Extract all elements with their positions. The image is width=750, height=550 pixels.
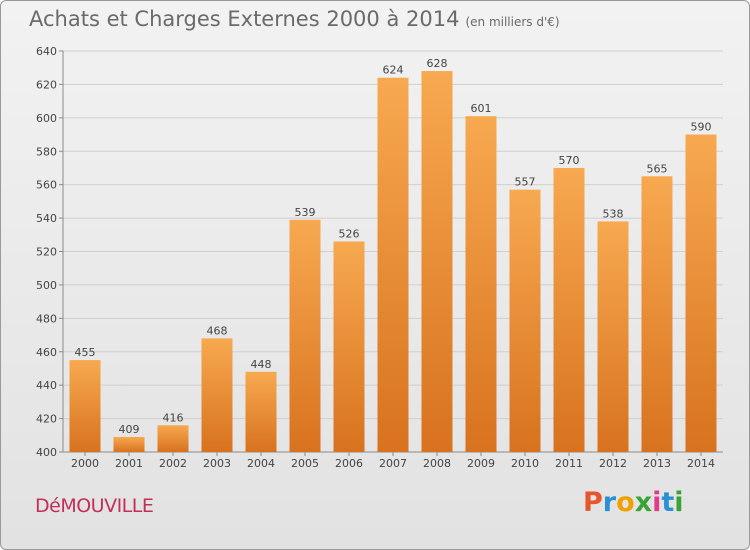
bar-value-label: 409 (119, 423, 140, 436)
bar-value-label: 538 (603, 207, 624, 220)
chart-subtitle: (en milliers d'€) (465, 15, 560, 29)
y-tick-label: 460 (36, 346, 57, 359)
bar-value-label: 539 (295, 206, 316, 219)
bar-value-label: 601 (471, 102, 492, 115)
bar (289, 219, 321, 452)
logo-letter: i (674, 487, 684, 518)
y-tick-label: 500 (36, 279, 57, 292)
bar-value-label: 624 (383, 64, 404, 77)
bar (465, 116, 497, 452)
bar (69, 360, 101, 452)
y-tick-label: 600 (36, 112, 57, 125)
logo-letter: r (602, 487, 617, 518)
y-tick-label: 580 (36, 145, 57, 158)
bar (553, 167, 585, 453)
bar (685, 134, 717, 452)
bar-value-label: 416 (163, 411, 184, 424)
bar (377, 77, 409, 452)
y-tick-label: 620 (36, 78, 57, 91)
x-tick-label: 2003 (203, 457, 231, 470)
chart-title: Achats et Charges Externes 2000 à 2014 (e… (29, 7, 560, 31)
x-tick-label: 2004 (247, 457, 275, 470)
commune-name: DéMOUVILLE (35, 495, 154, 517)
y-tick-label: 640 (36, 45, 57, 58)
logo-letter: i (652, 487, 662, 518)
logo-letter: o (616, 487, 635, 518)
bar-value-label: 448 (251, 358, 272, 371)
bar-value-label: 570 (559, 154, 580, 167)
bar-value-label: 628 (427, 57, 448, 70)
x-tick-label: 2005 (291, 457, 319, 470)
bar (421, 71, 453, 453)
y-tick-label: 420 (36, 413, 57, 426)
y-tick-label: 440 (36, 379, 57, 392)
bar (157, 425, 189, 452)
y-tick-label: 480 (36, 312, 57, 325)
bar (245, 371, 277, 452)
x-tick-label: 2013 (643, 457, 671, 470)
proxiti-logo: Proxiti (583, 487, 684, 518)
logo-letter: x (634, 487, 653, 518)
y-tick-label: 400 (36, 446, 57, 459)
y-tick-label: 520 (36, 246, 57, 259)
x-tick-label: 2006 (335, 457, 363, 470)
x-tick-label: 2014 (687, 457, 715, 470)
bar (333, 241, 365, 452)
x-tick-label: 2002 (159, 457, 187, 470)
bar (509, 189, 541, 452)
bar-value-label: 590 (691, 121, 712, 134)
x-tick-label: 2000 (71, 457, 99, 470)
x-tick-label: 2001 (115, 457, 143, 470)
chart-title-text: Achats et Charges Externes 2000 à 2014 (29, 7, 460, 31)
x-tick-label: 2011 (555, 457, 583, 470)
y-tick-label: 540 (36, 212, 57, 225)
x-tick-label: 2010 (511, 457, 539, 470)
x-tick-label: 2007 (379, 457, 407, 470)
x-tick-label: 2008 (423, 457, 451, 470)
bar-value-label: 455 (75, 346, 96, 359)
bar-value-label: 565 (647, 162, 668, 175)
logo-letter: t (661, 487, 675, 518)
x-tick-label: 2012 (599, 457, 627, 470)
logo-letter: P (583, 487, 603, 518)
bar (597, 221, 629, 452)
y-tick-label: 560 (36, 179, 57, 192)
bar (201, 338, 233, 452)
bar-value-label: 468 (207, 324, 228, 337)
bar-value-label: 526 (339, 227, 360, 240)
bar-value-label: 557 (515, 176, 536, 189)
bar (113, 436, 145, 452)
bar (641, 176, 673, 452)
x-tick-label: 2009 (467, 457, 495, 470)
